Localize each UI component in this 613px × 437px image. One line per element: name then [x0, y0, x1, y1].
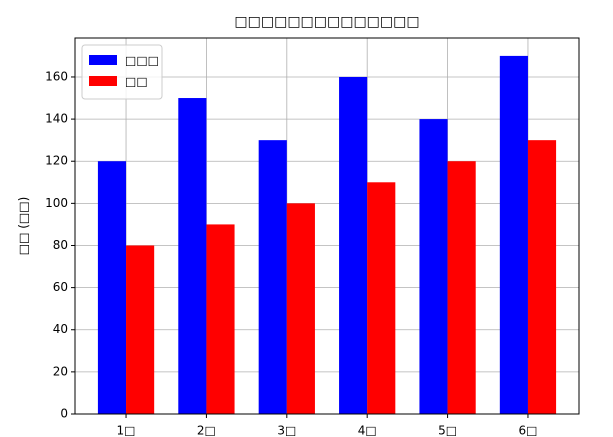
x-tick-label: 6□ [518, 424, 537, 437]
bar [126, 245, 155, 414]
bar [339, 76, 368, 415]
y-tick-label: 120 [45, 154, 68, 168]
bar [419, 119, 448, 415]
x-tick-label: 1□ [117, 424, 136, 437]
y-tick-label: 60 [53, 280, 68, 294]
y-tick-label: 20 [53, 364, 68, 378]
y-tick-label: 160 [45, 69, 68, 83]
bar [178, 98, 207, 414]
y-tick-label: 0 [60, 407, 68, 421]
x-tick-label: 4□ [358, 424, 377, 437]
bar [206, 224, 235, 414]
bar [367, 182, 396, 414]
y-tick-label: 80 [53, 238, 68, 252]
bar [499, 55, 528, 415]
x-tick-label: 2□ [197, 424, 216, 437]
bar [447, 161, 476, 414]
bar [258, 140, 287, 414]
x-tick-label: 3□ [277, 424, 296, 437]
y-axis-label: □□ (□□) [17, 197, 31, 256]
bar [286, 203, 315, 414]
x-tick-label: 5□ [438, 424, 457, 437]
y-tick-label: 140 [45, 112, 68, 126]
bar [97, 161, 127, 414]
legend-label: □□ [125, 75, 148, 89]
legend-label: □□□ [125, 54, 159, 68]
y-tick-label: 40 [53, 322, 68, 336]
legend-swatch [89, 55, 117, 65]
chart-title: □□□□□□□□□□□□□□ [234, 14, 419, 30]
plot-frame [74, 37, 580, 415]
bar [527, 140, 557, 414]
legend-swatch [89, 76, 117, 86]
y-tick-label: 100 [45, 196, 68, 210]
